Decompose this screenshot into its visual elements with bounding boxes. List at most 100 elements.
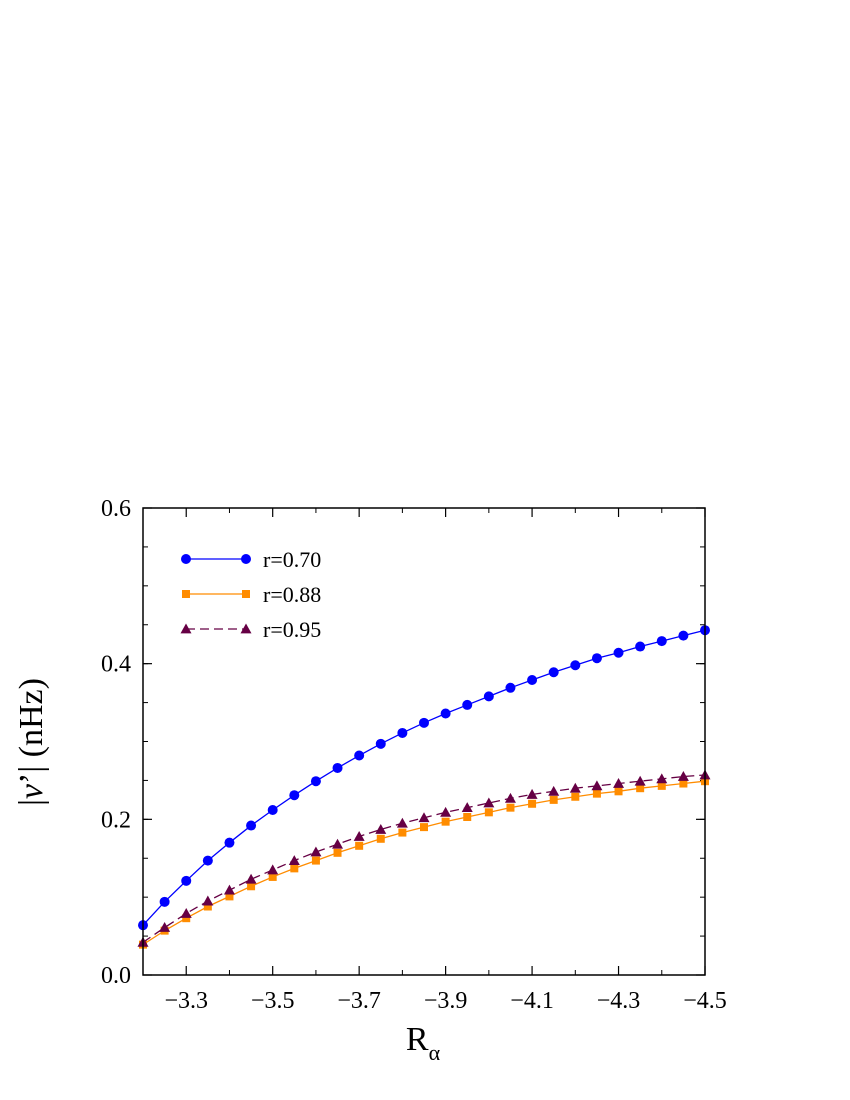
- data-point: [440, 806, 452, 817]
- data-point: [267, 864, 279, 875]
- x-tick-label: −3.3: [164, 988, 208, 1014]
- data-point: [613, 647, 624, 658]
- data-point: [311, 856, 320, 865]
- data-point: [463, 812, 472, 821]
- data-point: [420, 823, 428, 832]
- data-point: [526, 788, 538, 799]
- data-point: [245, 873, 257, 884]
- data-point: [418, 812, 430, 823]
- plot-frame: [142, 507, 706, 976]
- series-circle: [138, 625, 710, 931]
- legend-marker: [182, 590, 190, 598]
- x-axis-label: Rα: [406, 1021, 441, 1065]
- data-point: [333, 848, 342, 857]
- legend-marker: [240, 623, 252, 634]
- data-point: [354, 750, 365, 761]
- tick-labels: −3.3 −3.5 −3.7 −3.9 −4.1 −4.3 −4.5 0.0 0.2 0.4 0.6: [101, 496, 727, 1014]
- data-point: [290, 864, 299, 873]
- x-tick-label: −3.7: [337, 988, 381, 1014]
- data-point: [310, 846, 322, 857]
- legend-item: r=0.88: [182, 582, 321, 607]
- data-point: [548, 785, 560, 796]
- legend-marker: [242, 590, 250, 598]
- data-point: [289, 790, 300, 801]
- data-point: [202, 895, 214, 906]
- data-point: [613, 778, 625, 788]
- data-point: [679, 779, 688, 788]
- legend-label: r=0.95: [263, 617, 321, 642]
- data-point: [483, 691, 494, 702]
- data-point: [353, 830, 365, 841]
- data-point: [635, 641, 646, 652]
- legend-label: r=0.70: [263, 547, 321, 572]
- data-point: [656, 773, 668, 784]
- data-point: [224, 837, 235, 848]
- data-point: [376, 834, 385, 843]
- data-point: [181, 875, 192, 886]
- axis-ticks: [142, 507, 706, 976]
- data-point: [398, 828, 407, 837]
- data-point: [396, 817, 408, 828]
- series-line: [142, 780, 706, 946]
- data-point: [483, 797, 495, 808]
- data-point: [440, 708, 451, 719]
- x-tick-label: −3.5: [251, 988, 295, 1014]
- data-point: [159, 922, 171, 932]
- data-point: [268, 872, 277, 881]
- data-point: [634, 775, 646, 786]
- data-point: [203, 902, 212, 911]
- data-point: [548, 667, 559, 678]
- data-point: [441, 817, 450, 826]
- data-point: [678, 630, 689, 641]
- series-square: [139, 777, 709, 949]
- data-point: [614, 787, 623, 796]
- data-point: [182, 914, 191, 923]
- data-point: [504, 792, 516, 803]
- data-point: [657, 781, 666, 790]
- data-point: [247, 882, 256, 891]
- legend-marker: [180, 623, 192, 634]
- data-point: [570, 660, 581, 671]
- y-tick-label: 0.2: [101, 807, 131, 833]
- series-line: [142, 774, 706, 943]
- data-point: [225, 892, 234, 901]
- legend-label: r=0.88: [263, 582, 321, 607]
- y-tick-label: 0.0: [101, 963, 131, 989]
- data-point: [159, 896, 170, 907]
- series-triangle: [137, 769, 711, 947]
- data-point: [202, 855, 213, 866]
- data-point: [375, 738, 386, 749]
- legend-item: r=0.70: [181, 547, 321, 572]
- data-point: [592, 789, 601, 798]
- y-tick-label: 0.4: [101, 652, 131, 678]
- data-point: [180, 908, 192, 918]
- data-point: [462, 699, 473, 710]
- legend: r=0.70 r=0.88 r=0.95: [180, 547, 321, 642]
- data-point: [527, 675, 538, 686]
- x-tick-label: −4.3: [597, 988, 641, 1014]
- x-tick-label: −3.9: [424, 988, 468, 1014]
- data-point: [528, 799, 537, 808]
- data-point: [332, 762, 343, 773]
- data-point: [375, 823, 387, 834]
- data-point: [569, 782, 581, 793]
- y-axis-label: |ν’| (nHz): [13, 678, 50, 806]
- data-point: [506, 803, 515, 812]
- data-point: [549, 795, 558, 804]
- y-tick-label: 0.6: [101, 496, 131, 522]
- data-point: [677, 771, 689, 781]
- legend-marker: [241, 554, 251, 564]
- data-point: [310, 776, 321, 787]
- data-point: [656, 636, 667, 647]
- data-point: [288, 855, 300, 865]
- legend-item: r=0.95: [180, 617, 321, 642]
- data-point: [419, 717, 429, 728]
- data-point: [267, 804, 278, 815]
- data-point: [461, 802, 473, 813]
- x-tick-label: −4.5: [683, 988, 727, 1014]
- data-point: [332, 838, 344, 849]
- legend-marker: [181, 554, 191, 564]
- data-point: [591, 780, 603, 791]
- data-point: [397, 727, 408, 738]
